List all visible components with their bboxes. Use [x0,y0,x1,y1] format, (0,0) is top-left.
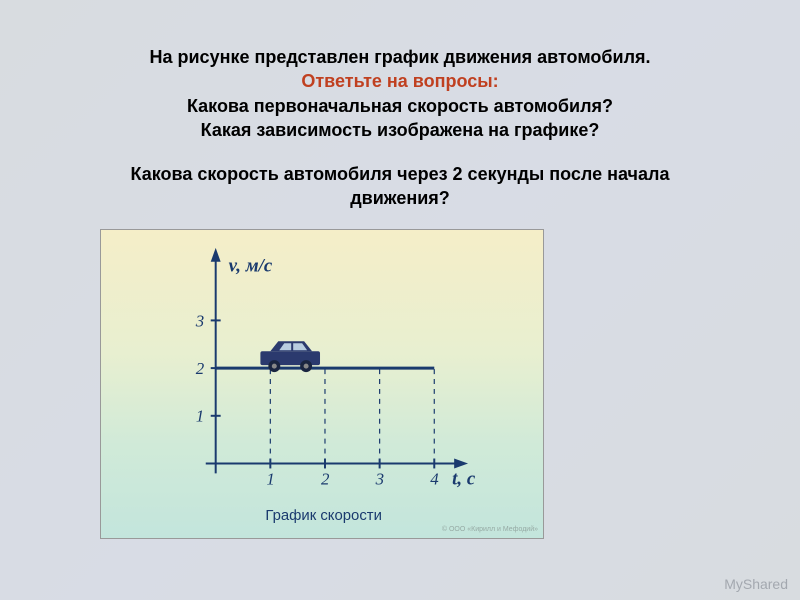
xlabel-2: 2 [321,469,330,488]
title-line4: Какая зависимость изображена на графике? [50,118,750,142]
subtitle-line1: Какова скорость автомобиля через 2 секун… [131,164,670,184]
watermark: MyShared [724,576,788,592]
ylabel-3: 3 [195,311,204,330]
velocity-chart: 1 2 3 1 2 3 4 v, м/с t, c График скорост… [101,230,543,538]
title-line3: Какова первоначальная скорость автомобил… [50,94,750,118]
xlabel-1: 1 [266,469,274,488]
ylabel-2: 2 [196,359,205,378]
chart-caption: График скорости [265,508,382,524]
title-block: На рисунке представлен график движения а… [50,45,750,142]
chart-container: 1 2 3 1 2 3 4 v, м/с t, c График скорост… [100,229,544,539]
ylabel-1: 1 [196,407,204,426]
x-axis-label: t, c [452,468,476,489]
chart-copyright: © ООО «Кирилл и Мефодий» [442,526,538,533]
title-line1: На рисунке представлен график движения а… [50,45,750,69]
x-axis-arrow [454,458,468,468]
title-highlight: Ответьте на вопросы: [50,69,750,93]
subtitle-line2: движения? [350,188,450,208]
xlabel-4: 4 [430,469,439,488]
subtitle-block: Какова скорость автомобиля через 2 секун… [50,162,750,211]
y-axis-label: v, м/с [229,256,273,277]
y-axis-arrow [211,248,221,262]
xlabel-3: 3 [375,469,384,488]
